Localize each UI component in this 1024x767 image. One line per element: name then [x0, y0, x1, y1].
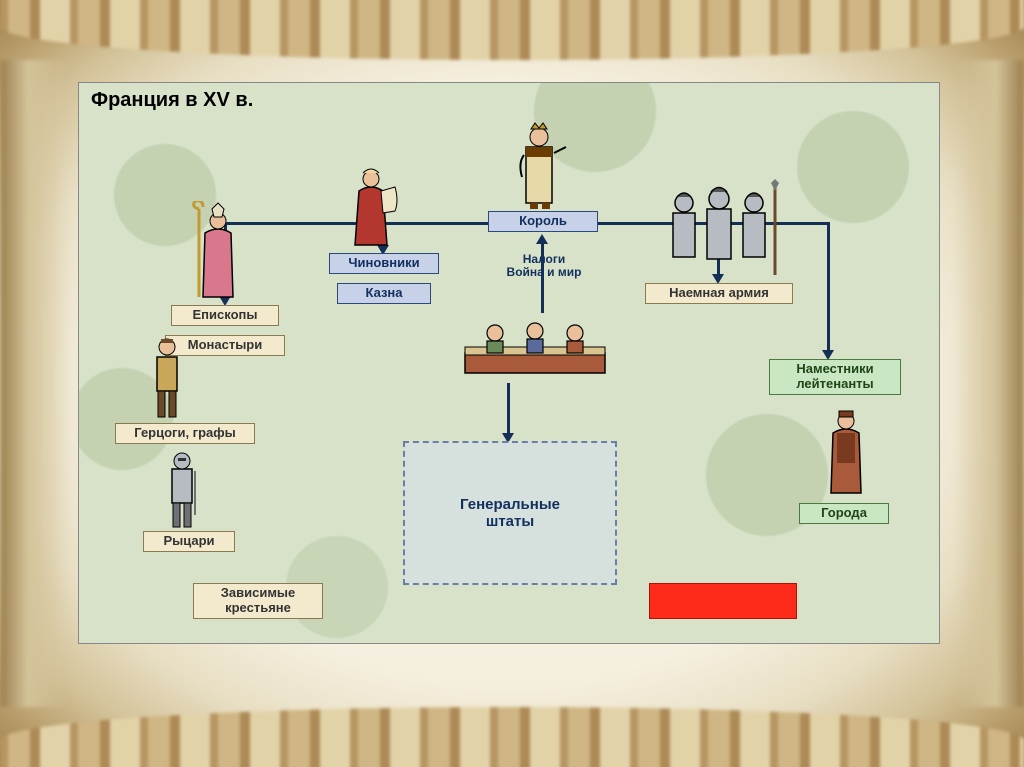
diagram-title: Франция в XV в. — [91, 89, 253, 112]
figure-duke — [141, 331, 193, 421]
node-officials: Чиновники — [329, 253, 439, 274]
arrow-council-up — [536, 234, 548, 244]
annotation-taxes-war: Налоги Война и мир — [474, 253, 614, 279]
scroll-edge-right — [954, 60, 1024, 707]
node-peasants: Зависимые крестьяне — [193, 583, 323, 619]
figure-council — [455, 313, 615, 383]
node-bishops: Епископы — [171, 305, 279, 326]
node-cities: Города — [799, 503, 889, 524]
node-gov-lt: Наместники лейтенанты — [769, 359, 901, 395]
node-red-box — [649, 583, 797, 619]
node-king: Король — [488, 211, 598, 232]
figure-official — [341, 161, 401, 251]
node-knights: Рыцари — [143, 531, 235, 552]
diagram-canvas: Франция в XV в. Король Чиновники Казна Н… — [78, 82, 940, 644]
figure-knight — [157, 447, 207, 529]
scroll-edge-left — [0, 60, 70, 707]
figure-bishop — [189, 201, 247, 303]
node-estates-general: Генеральные штаты — [403, 441, 617, 585]
edge-govlt — [827, 222, 830, 352]
edge-council-down — [507, 383, 510, 435]
node-treasury: Казна — [337, 283, 431, 304]
node-army: Наемная армия — [645, 283, 793, 304]
figure-king — [504, 117, 574, 209]
node-dukes: Герцоги, графы — [115, 423, 255, 444]
figure-citizen — [819, 405, 873, 501]
figure-soldiers — [663, 179, 793, 281]
